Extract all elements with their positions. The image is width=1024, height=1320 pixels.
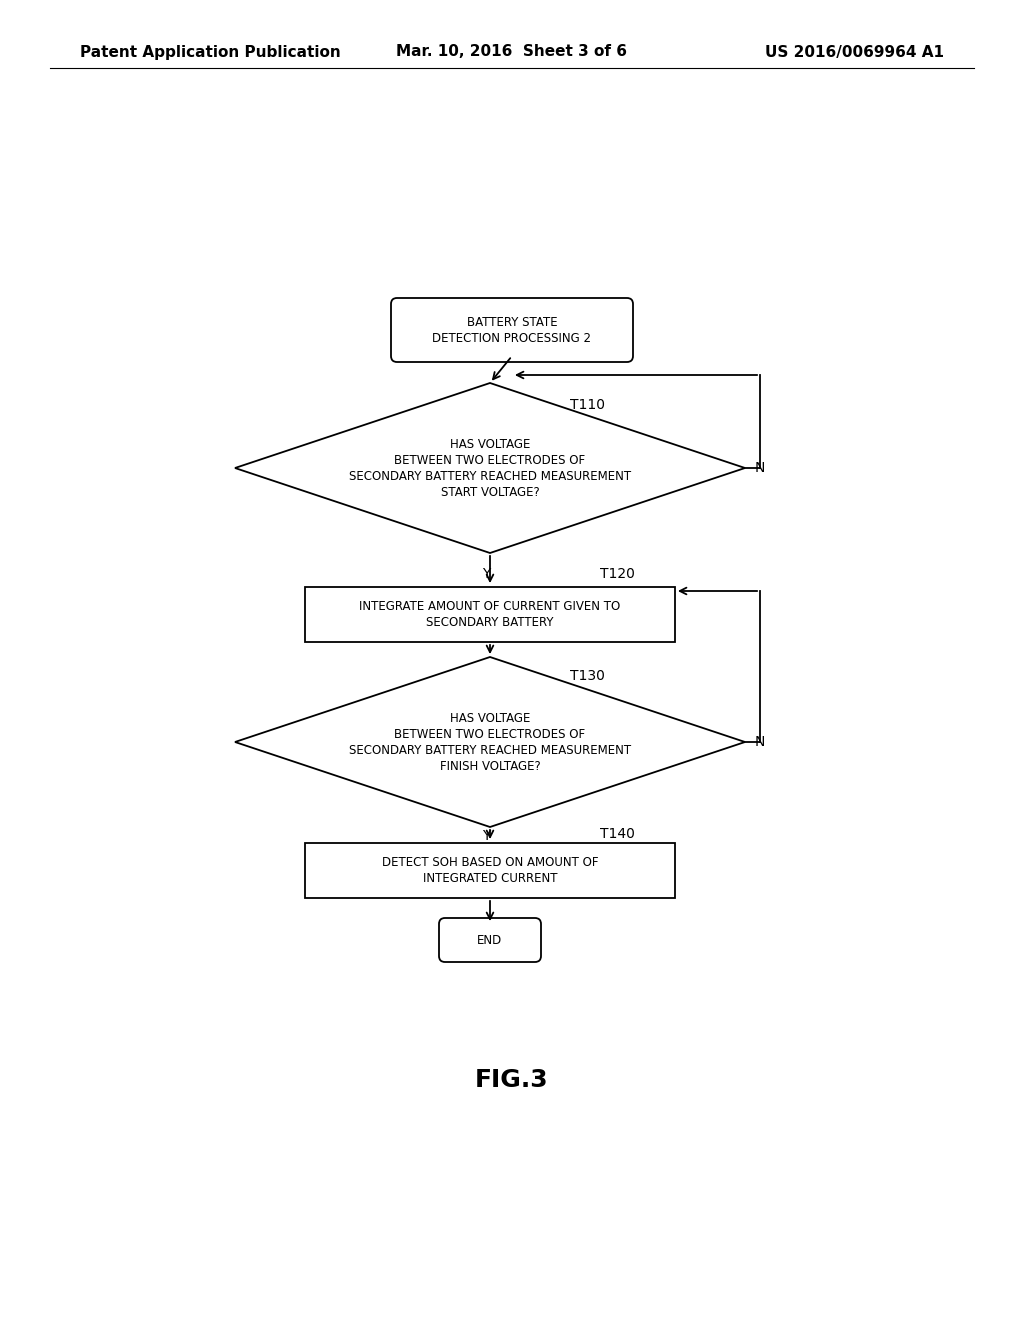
Text: HAS VOLTAGE
BETWEEN TWO ELECTRODES OF
SECONDARY BATTERY REACHED MEASUREMENT
FINI: HAS VOLTAGE BETWEEN TWO ELECTRODES OF SE… bbox=[349, 711, 631, 772]
Text: T110: T110 bbox=[570, 399, 605, 412]
Text: DETECT SOH BASED ON AMOUNT OF
INTEGRATED CURRENT: DETECT SOH BASED ON AMOUNT OF INTEGRATED… bbox=[382, 855, 598, 884]
Text: Patent Application Publication: Patent Application Publication bbox=[80, 45, 341, 59]
Text: HAS VOLTAGE
BETWEEN TWO ELECTRODES OF
SECONDARY BATTERY REACHED MEASUREMENT
STAR: HAS VOLTAGE BETWEEN TWO ELECTRODES OF SE… bbox=[349, 437, 631, 499]
Text: T120: T120 bbox=[600, 568, 635, 581]
Text: BATTERY STATE
DETECTION PROCESSING 2: BATTERY STATE DETECTION PROCESSING 2 bbox=[432, 315, 592, 345]
Polygon shape bbox=[234, 657, 745, 828]
FancyBboxPatch shape bbox=[439, 917, 541, 962]
Text: Y: Y bbox=[481, 568, 490, 581]
Text: T130: T130 bbox=[570, 669, 605, 682]
Bar bbox=[305, 842, 675, 898]
Text: T140: T140 bbox=[600, 828, 635, 841]
Text: END: END bbox=[477, 933, 503, 946]
Text: FIG.3: FIG.3 bbox=[475, 1068, 549, 1092]
Text: US 2016/0069964 A1: US 2016/0069964 A1 bbox=[765, 45, 944, 59]
Polygon shape bbox=[234, 383, 745, 553]
Text: INTEGRATE AMOUNT OF CURRENT GIVEN TO
SECONDARY BATTERY: INTEGRATE AMOUNT OF CURRENT GIVEN TO SEC… bbox=[359, 599, 621, 628]
Text: N: N bbox=[755, 735, 765, 748]
Text: Mar. 10, 2016  Sheet 3 of 6: Mar. 10, 2016 Sheet 3 of 6 bbox=[396, 45, 628, 59]
FancyBboxPatch shape bbox=[391, 298, 633, 362]
Text: Y: Y bbox=[481, 829, 490, 843]
Bar bbox=[305, 586, 675, 642]
Text: N: N bbox=[755, 461, 765, 475]
